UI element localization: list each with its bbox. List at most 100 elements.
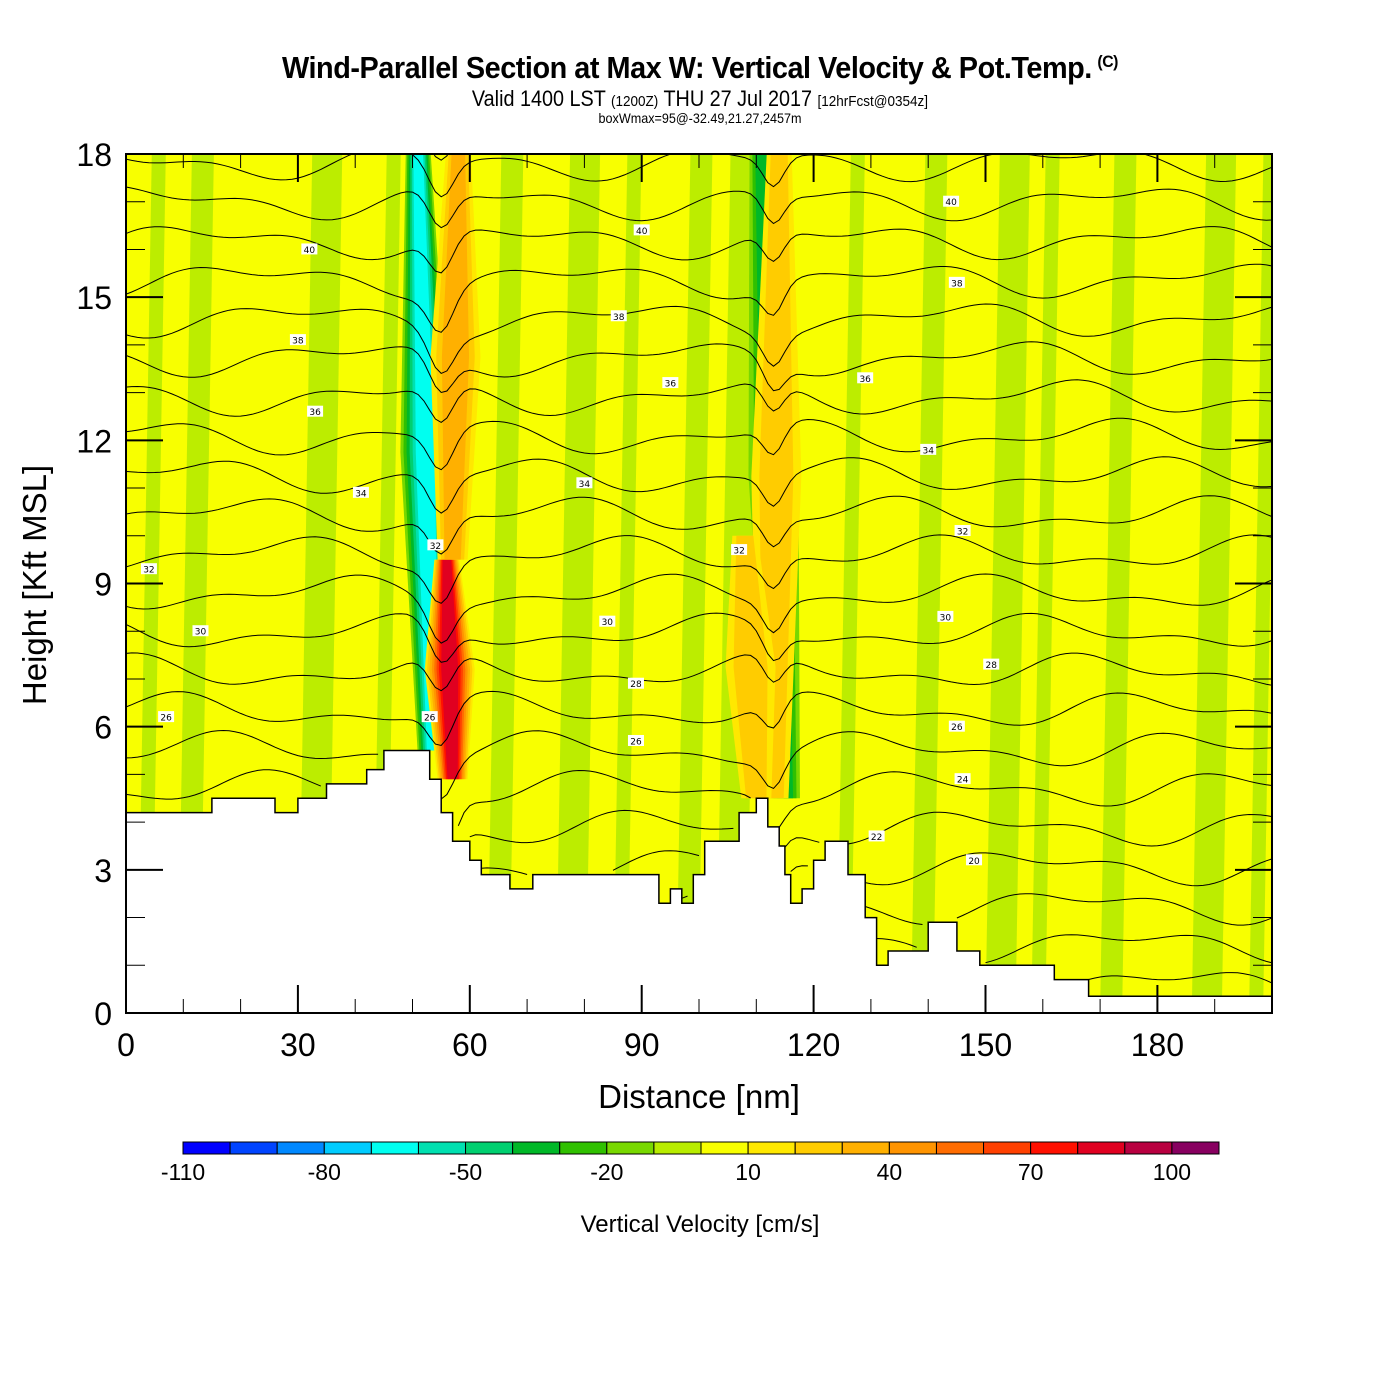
valid-time: Valid 1400 LST	[471, 86, 606, 111]
theta-contour	[126, 379, 1272, 424]
colorbar-swatch	[983, 1141, 1032, 1155]
contour-label-text: 28	[986, 661, 998, 671]
contour-label: 32	[954, 525, 971, 538]
forecast-info: [12hrFcst@0354z]	[817, 93, 929, 110]
colorbar-swatch	[935, 1141, 985, 1155]
x-tick-label: 180	[1131, 1027, 1184, 1063]
theta-contour	[126, 769, 1272, 828]
theta-contour	[126, 652, 1272, 692]
contour-label-text: 38	[613, 313, 625, 323]
x-tick-label: 90	[624, 1027, 660, 1063]
updraft-core-2b-level	[733, 535, 768, 799]
contour-label: 36	[307, 405, 324, 418]
y-tick-label: 9	[94, 567, 112, 603]
colorbar-swatch	[700, 1141, 749, 1155]
theta-contour	[126, 612, 1272, 663]
theta-contour	[126, 456, 1272, 514]
weak-downdraft-band	[985, 154, 1030, 1013]
contour-label-text: 26	[951, 723, 963, 733]
weak-downdraft-band	[177, 154, 214, 1013]
colorbar-swatch	[323, 1141, 372, 1155]
contour-label-text: 32	[143, 566, 154, 576]
colorbar-swatch	[559, 1141, 608, 1155]
contour-label: 24	[954, 773, 971, 786]
contour-label-text: 32	[733, 547, 744, 557]
weak-downdraft-band	[911, 154, 948, 1013]
contour-label: 40	[943, 195, 960, 208]
y-tick-label: 0	[94, 996, 112, 1032]
colorbar-title: Vertical Velocity [cm/s]	[581, 1211, 820, 1238]
contour-label: 30	[192, 625, 209, 638]
contour-label-text: 38	[292, 337, 304, 347]
contour-label: 34	[920, 443, 937, 456]
weak-downdraft-band	[1031, 154, 1060, 1013]
colorbar-swatch	[841, 1141, 890, 1155]
contour-label-text: 40	[636, 227, 648, 237]
contour-label: 26	[421, 711, 438, 724]
theta-contour	[126, 729, 1272, 800]
y-tick-label: 15	[76, 280, 112, 316]
theta-contour	[1088, 972, 1272, 984]
theta-contour	[433, 154, 449, 161]
contour-label: 38	[610, 310, 627, 323]
y-tick-label: 6	[94, 710, 112, 746]
colorbar-swatch	[1030, 1141, 1079, 1155]
theta-contour	[126, 154, 1272, 198]
contour-label-text: 32	[430, 542, 441, 552]
colorbar-swatch	[1077, 1141, 1126, 1155]
contour-label-text: 36	[309, 408, 321, 418]
weak-downdraft-band	[836, 154, 865, 1013]
colorbar-swatch	[465, 1141, 514, 1155]
contour-label-text: 24	[957, 776, 969, 786]
contour-label: 20	[966, 854, 983, 867]
theta-contour	[126, 690, 1272, 747]
weak-downdraft-band	[676, 154, 713, 1013]
colorbar-swatch	[370, 1141, 419, 1155]
contour-label-text: 34	[355, 489, 367, 499]
weak-downdraft-band	[555, 154, 601, 1013]
contour-label: 38	[948, 276, 965, 289]
box-wmax-info: boxWmax=95@-32.49,21.27,2457m	[598, 110, 802, 126]
colorbar-swatch	[888, 1141, 937, 1155]
contour-label-text: 30	[602, 618, 614, 628]
colorbar-swatch	[417, 1141, 467, 1155]
contour-label: 34	[576, 477, 593, 490]
theta-contour	[681, 893, 1272, 926]
x-tick-label: 0	[117, 1027, 135, 1063]
contour-label: 40	[633, 224, 650, 237]
contour-label: 32	[427, 539, 444, 552]
contour-label-text: 38	[951, 279, 963, 289]
colorbar-label: -50	[449, 1159, 482, 1185]
colorbar-swatch	[606, 1141, 655, 1155]
contour-label: 22	[868, 830, 885, 843]
contour-label: 30	[599, 615, 616, 628]
valid-utc: (1200Z)	[611, 93, 659, 110]
y-tick-label: 3	[94, 853, 112, 889]
contour-label: 32	[731, 544, 748, 557]
contour-label: 28	[627, 677, 644, 690]
contour-label-text: 34	[579, 480, 591, 490]
contour-label-text: 34	[922, 446, 934, 456]
copyright-mark: (C)	[1097, 51, 1118, 71]
contour-label: 26	[627, 734, 644, 747]
theta-contour	[876, 934, 1272, 964]
colorbar-swatch	[1171, 1141, 1220, 1155]
contour-label: 32	[140, 563, 157, 576]
colorbar-label: 100	[1153, 1159, 1191, 1185]
contour-label-text: 36	[665, 380, 677, 390]
contour-label-text: 26	[630, 737, 642, 747]
y-tick-label: 18	[76, 137, 112, 173]
theta-contour	[126, 573, 1272, 644]
colorbar-swatch	[229, 1141, 278, 1155]
colorbar-label: -110	[161, 1159, 205, 1185]
colorbar-swatch	[182, 1141, 231, 1155]
title-text: Wind-Parallel Section at Max W: Vertical…	[282, 50, 1092, 85]
contour-label-text: 40	[304, 246, 316, 256]
chart-subtitle: Valid 1400 LST (1200Z) THU 27 Jul 2017 […	[70, 86, 1330, 112]
colorbar-label: -80	[308, 1159, 341, 1185]
contour-labels: 40 40 40 38 38 38 36 36 36 34 34 34 32 32 32 32 30 30 30 28…	[140, 195, 1000, 867]
x-tick-label: 120	[787, 1027, 840, 1063]
contour-label-text: 22	[871, 833, 882, 843]
